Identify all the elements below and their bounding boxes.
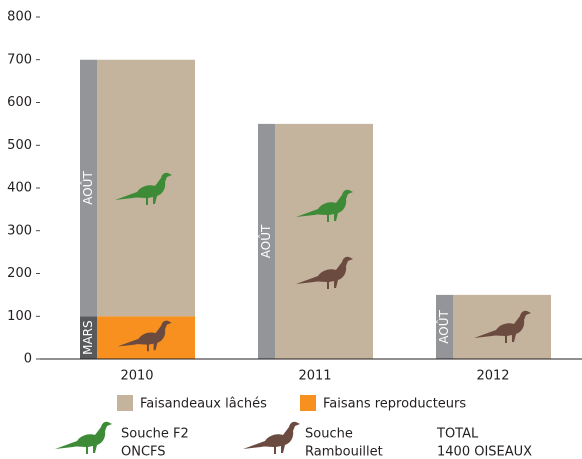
y-tick-label: 600 xyxy=(7,95,32,110)
x-tick-label: 2010 xyxy=(120,369,153,384)
bar-segment xyxy=(275,123,373,359)
strain-label: Rambouillet xyxy=(305,445,383,459)
strip-label: AOÛT xyxy=(436,309,451,343)
strip xyxy=(80,59,97,317)
strain-label: Souche xyxy=(305,427,353,442)
y-tick-label: 700 xyxy=(7,52,32,67)
y-tick-label: 400 xyxy=(7,181,32,196)
strain-label: ONCFS xyxy=(121,445,166,459)
total-label: TOTAL xyxy=(436,427,479,442)
strain-icon xyxy=(55,421,112,454)
legend-label: Faisandeaux lâchés xyxy=(140,397,267,412)
y-tick-label: 300 xyxy=(7,223,32,238)
strain-icon xyxy=(243,421,300,454)
x-tick-label: 2011 xyxy=(298,369,331,384)
total-label: 1400 OISEAUX xyxy=(437,445,532,459)
y-tick-label: 800 xyxy=(7,10,32,25)
strain-label: Souche F2 xyxy=(121,427,189,442)
strip-label: MARS xyxy=(81,320,95,355)
legend-swatch xyxy=(117,395,133,411)
strip xyxy=(258,123,275,359)
legend-label: Faisans reproducteurs xyxy=(323,397,466,412)
x-tick-label: 2012 xyxy=(476,369,509,384)
strip-label: AOÛT xyxy=(80,171,95,205)
strip xyxy=(436,294,453,359)
y-tick-label: 500 xyxy=(7,138,32,153)
strip-label: AOÛT xyxy=(258,224,273,258)
y-tick-label: 100 xyxy=(7,309,32,324)
y-tick-label: 200 xyxy=(7,266,32,281)
strip xyxy=(80,316,97,359)
y-tick-label: 0 xyxy=(24,352,32,367)
legend-swatch xyxy=(300,395,316,411)
